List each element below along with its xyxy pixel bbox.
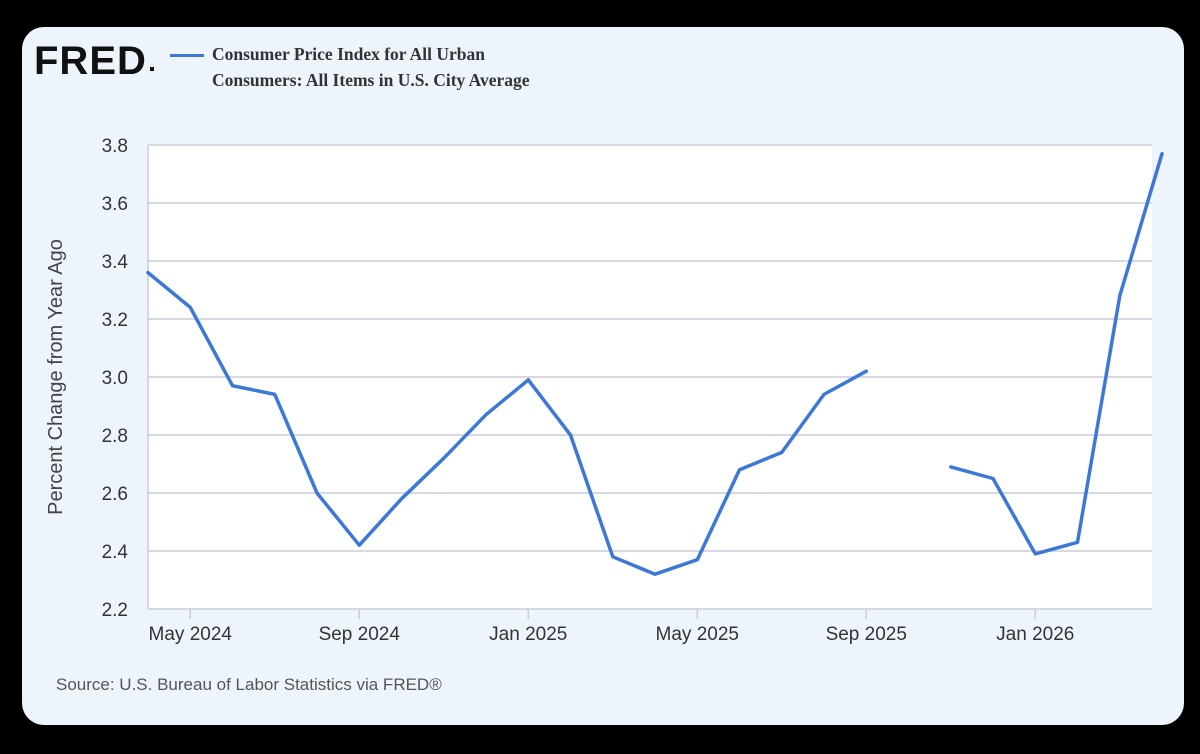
y-tick-label: 3.6 xyxy=(102,194,128,215)
x-tick-label: May 2025 xyxy=(656,624,739,645)
y-tick-label: 2.6 xyxy=(102,484,128,505)
y-tick-label: 3.0 xyxy=(102,368,128,389)
chart-card: FRED Consumer Price Index for All Urban … xyxy=(22,27,1184,725)
x-tick-label: Sep 2025 xyxy=(826,624,907,645)
y-tick-label: 3.4 xyxy=(102,252,129,273)
x-tick-label: Sep 2024 xyxy=(319,624,401,645)
y-axis-label: Percent Change from Year Ago xyxy=(45,239,67,515)
line-chart: 2.2 2.4 2.6 2.8 3.0 3.2 3.4 3.6 3.8 May 2024 Sep 2… xyxy=(45,136,1164,645)
y-tick-label: 2.2 xyxy=(102,600,128,621)
legend-series-name: Consumer Price Index for All Urban Consu… xyxy=(212,44,530,90)
y-tick-label: 3.2 xyxy=(102,310,128,331)
source-note: Source: U.S. Bureau of Labor Statistics … xyxy=(56,675,442,694)
y-tick-label: 3.8 xyxy=(102,136,128,157)
series-line xyxy=(146,270,869,576)
x-tick-label: May 2024 xyxy=(149,624,233,645)
series-line xyxy=(949,151,1164,556)
x-tick-label: Jan 2025 xyxy=(489,624,567,645)
legend-swatch xyxy=(170,54,204,57)
x-tick-label: Jan 2026 xyxy=(996,624,1074,645)
fred-logo: FRED xyxy=(34,39,147,83)
y-tick-label: 2.8 xyxy=(102,426,128,447)
fred-logo-mark xyxy=(150,67,154,71)
y-tick-label: 2.4 xyxy=(102,542,129,563)
